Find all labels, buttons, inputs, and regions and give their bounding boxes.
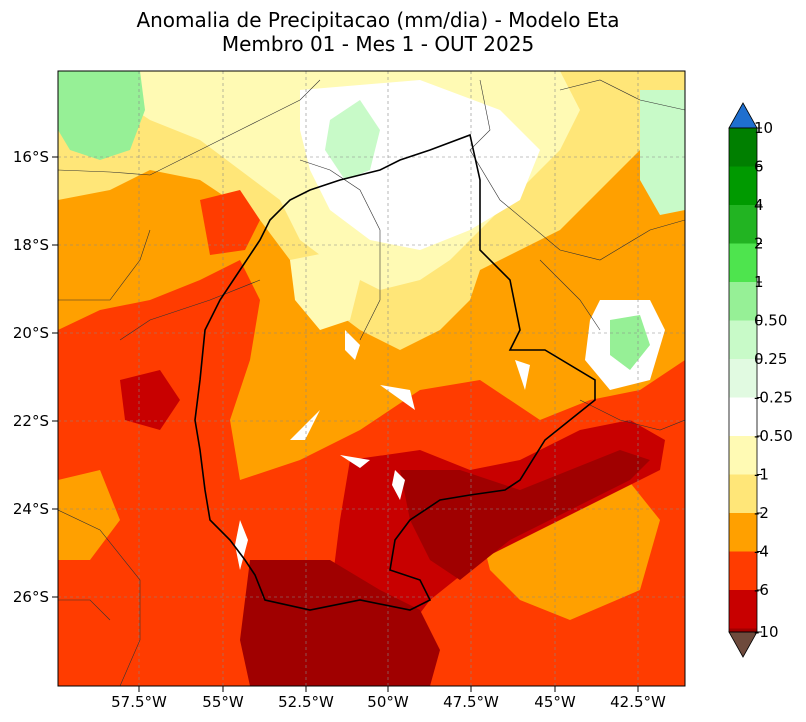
colorbar-blocks	[729, 128, 757, 632]
lon-label: 47.5°W	[443, 693, 499, 711]
lat-labels: 16°S 18°S 20°S 22°S 24°S 26°S	[13, 148, 58, 606]
map-title-line1: Anomalia de Precipitacao (mm/dia) - Mode…	[136, 8, 620, 32]
field-reservoir-7	[380, 385, 415, 410]
field-lightgreen-north	[325, 100, 380, 180]
lon-labels: 57.5°W 55°W 52.5°W 50°W 47.5°W 45°W 42.5…	[111, 686, 666, 711]
precipitation-field	[58, 71, 685, 686]
colorbar-block	[729, 205, 757, 244]
field-reservoir-1	[345, 330, 360, 360]
colorbar-over-arrow	[728, 102, 758, 129]
colorbar-block	[729, 436, 757, 475]
colorbar-label: -6	[754, 581, 769, 599]
field-red-west	[120, 370, 180, 430]
lon-label: 57.5°W	[111, 693, 167, 711]
graticule	[58, 71, 685, 686]
lat-label: 24°S	[13, 500, 49, 518]
field-green-east	[610, 315, 650, 370]
colorbar-label: -0.25	[754, 389, 793, 407]
field-green-northwest	[58, 71, 145, 160]
colorbar-block	[729, 243, 757, 282]
lon-label: 50°W	[367, 693, 409, 711]
lon-label: 45°W	[534, 693, 576, 711]
field-lightgreen-northeast	[640, 90, 685, 215]
colorbar-frame	[728, 127, 758, 633]
lon-label: 42.5°W	[610, 693, 666, 711]
colorbar-block	[729, 128, 757, 167]
colorbar-block	[729, 359, 757, 398]
colorbar-label: 6	[754, 158, 764, 176]
colorbar-label: 10	[754, 119, 773, 137]
field-reservoir-5	[235, 520, 248, 570]
colorbar-block	[729, 628, 757, 632]
colorbar-block	[729, 513, 757, 552]
lat-label: 18°S	[13, 236, 49, 254]
colorbar-label: 1	[754, 273, 764, 291]
colorbar-block	[729, 166, 757, 205]
colorbar-label: -0.50	[754, 427, 793, 445]
colorbar-under-arrow	[728, 631, 758, 658]
colorbar-label: -4	[754, 543, 769, 561]
field-redorange-patch	[200, 190, 260, 255]
colorbar-block	[729, 282, 757, 321]
basin-outline	[194, 133, 596, 611]
state-borders	[58, 79, 685, 686]
colorbar-label: 0.25	[754, 350, 787, 368]
colorbar-block	[729, 320, 757, 359]
colorbar-label: 2	[754, 235, 764, 253]
field-darkred-south	[240, 560, 440, 686]
field-reservoir-3	[340, 455, 370, 468]
map-title-line2: Membro 01 - Mes 1 - OUT 2025	[221, 32, 535, 56]
colorbar: 10 6 4 2 1 0.50 0.25 -0.25 -0.50 -1 -2 -…	[728, 102, 793, 658]
colorbar-block	[729, 551, 757, 590]
lat-label: 26°S	[13, 588, 49, 606]
field-reservoir-2	[290, 410, 320, 440]
colorbar-label: 4	[754, 196, 764, 214]
field-darkred-coast	[400, 450, 650, 580]
lat-label: 20°S	[13, 324, 49, 342]
field-reservoir-6	[515, 360, 530, 390]
map-frame	[57, 70, 686, 687]
colorbar-label: 0.50	[754, 312, 787, 330]
lon-label: 52.5°W	[278, 693, 334, 711]
field-orange-west	[58, 470, 120, 560]
colorbar-block	[729, 474, 757, 513]
colorbar-block	[729, 397, 757, 436]
lat-label: 16°S	[13, 148, 49, 166]
field-reservoir-4	[392, 470, 405, 500]
lat-label: 22°S	[13, 412, 49, 430]
colorbar-label: -1	[754, 466, 769, 484]
colorbar-label: -2	[754, 504, 769, 522]
colorbar-block	[729, 590, 757, 629]
colorbar-labels: 10 6 4 2 1 0.50 0.25 -0.25 -0.50 -1 -2 -…	[754, 119, 793, 641]
colorbar-label: -10	[754, 623, 779, 641]
lon-label: 55°W	[202, 693, 244, 711]
field-paleyellow-center	[290, 250, 360, 330]
